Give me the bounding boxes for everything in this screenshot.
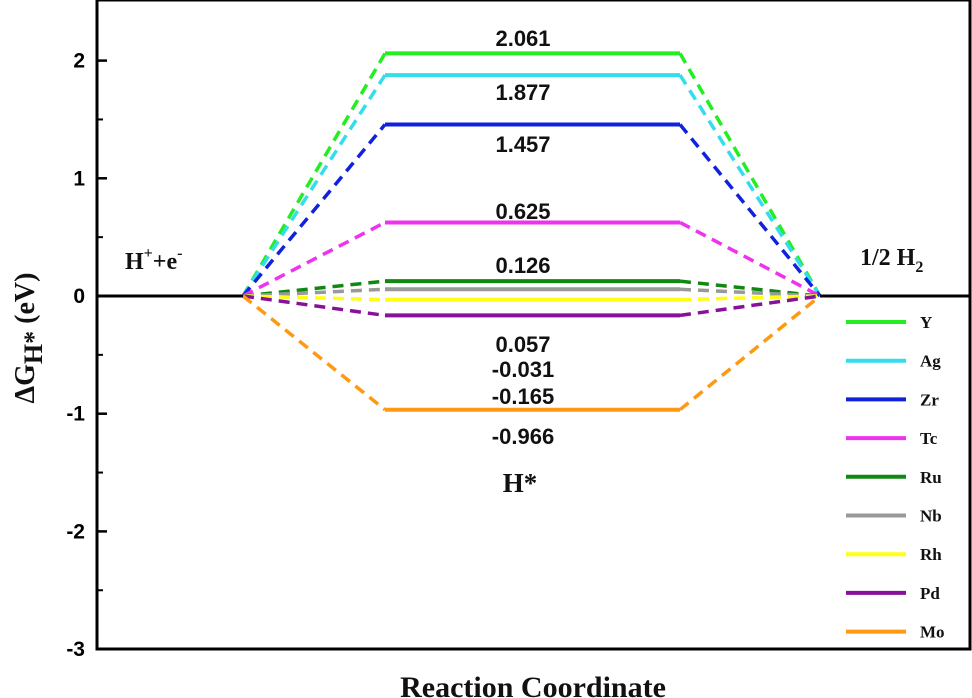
legend-item-pd: Pd xyxy=(846,584,940,603)
y-tick-label: 1 xyxy=(73,167,85,190)
legend-label: Zr xyxy=(920,390,939,409)
value-label-tc: 0.625 xyxy=(495,199,550,224)
series-zr-rise xyxy=(241,123,387,298)
initial-state-sup1: + xyxy=(144,245,153,262)
y-tick-label: -1 xyxy=(66,403,85,426)
series-ag-fall xyxy=(678,74,822,297)
legend-label: Pd xyxy=(920,584,940,603)
series-mo xyxy=(241,294,822,412)
series-ag xyxy=(241,73,822,297)
y-axis-label-unit: (eV) xyxy=(10,273,41,331)
series-zr xyxy=(241,122,822,298)
series-rh-fall xyxy=(679,294,821,302)
initial-state-sup2: - xyxy=(177,245,182,262)
value-label-nb: 0.057 xyxy=(495,332,550,357)
series-rh-rise xyxy=(242,294,386,302)
legend-label: Ag xyxy=(920,352,941,371)
value-label-ag: 1.877 xyxy=(495,80,550,105)
final-state-base: 1/2 H xyxy=(860,245,916,271)
value-labels: 2.061 1.877 1.457 0.625 0.126 0.057-0.031-0.1… xyxy=(492,26,554,449)
series-tc-rise xyxy=(242,220,386,298)
value-label-rh: -0.031 xyxy=(492,357,554,382)
legend-label: Mo xyxy=(920,623,945,642)
legend-item-ru: Ru xyxy=(846,468,942,487)
legend-item-zr: Zr xyxy=(846,390,939,409)
y-axis-label-sub: H* xyxy=(19,331,48,364)
legend-item-nb: Nb xyxy=(846,507,942,526)
y-axis: 2 1 0 -1 -2 -3 xyxy=(66,50,107,661)
series-nb xyxy=(242,287,821,298)
y-axis-label-main: ΔG xyxy=(10,364,41,404)
legend-label: Ru xyxy=(920,468,942,487)
initial-state-base: H xyxy=(125,249,144,275)
initial-state-mid: +e xyxy=(153,249,178,275)
series-zr-fall xyxy=(678,123,822,298)
legend: Y Ag Zr Tc Ru Nb Rh Pd Mo xyxy=(846,313,945,642)
value-label-mo: -0.966 xyxy=(492,424,554,449)
legend-item-ag: Ag xyxy=(846,352,941,371)
plot-frame xyxy=(95,0,972,651)
series-y-fall xyxy=(678,52,822,297)
x-axis-label: Reaction Coordinate xyxy=(400,671,666,698)
y-tick-label: 2 xyxy=(73,50,85,73)
series-mo-fall xyxy=(678,294,822,412)
series-y xyxy=(241,51,822,297)
series-nb-fall xyxy=(679,287,821,298)
legend-label: Nb xyxy=(920,507,942,526)
value-label-y: 2.061 xyxy=(495,26,550,51)
legend-label: Tc xyxy=(920,429,938,448)
value-label-ru: 0.126 xyxy=(495,253,550,278)
initial-state-label: H++e- xyxy=(125,245,182,275)
legend-item-mo: Mo xyxy=(846,623,945,642)
y-tick-label: 0 xyxy=(73,285,85,308)
y-tick-label: -2 xyxy=(66,520,85,543)
legend-item-rh: Rh xyxy=(846,545,942,564)
legend-item-tc: Tc xyxy=(846,429,938,448)
intermediate-state-label: H* xyxy=(503,468,538,498)
series-layer xyxy=(97,51,970,412)
legend-item-y: Y xyxy=(846,313,932,332)
y-tick-label: -3 xyxy=(66,638,85,661)
series-pd-rise xyxy=(242,294,386,318)
series-rh xyxy=(242,294,821,302)
value-label-zr: 1.457 xyxy=(495,132,550,157)
final-state-label: 1/2 H2 xyxy=(860,245,923,276)
series-tc xyxy=(242,220,821,298)
series-pd-fall xyxy=(679,294,821,318)
value-label-pd: -0.165 xyxy=(492,384,554,409)
series-pd xyxy=(242,294,821,318)
series-y-rise xyxy=(241,52,387,297)
series-ag-rise xyxy=(241,74,387,297)
legend-label: Y xyxy=(920,313,932,332)
legend-label: Rh xyxy=(920,545,942,564)
final-state-sub: 2 xyxy=(915,259,923,276)
y-axis-label: ΔGH* (eV) xyxy=(10,273,48,404)
series-tc-fall xyxy=(679,220,821,298)
series-mo-rise xyxy=(241,294,387,412)
